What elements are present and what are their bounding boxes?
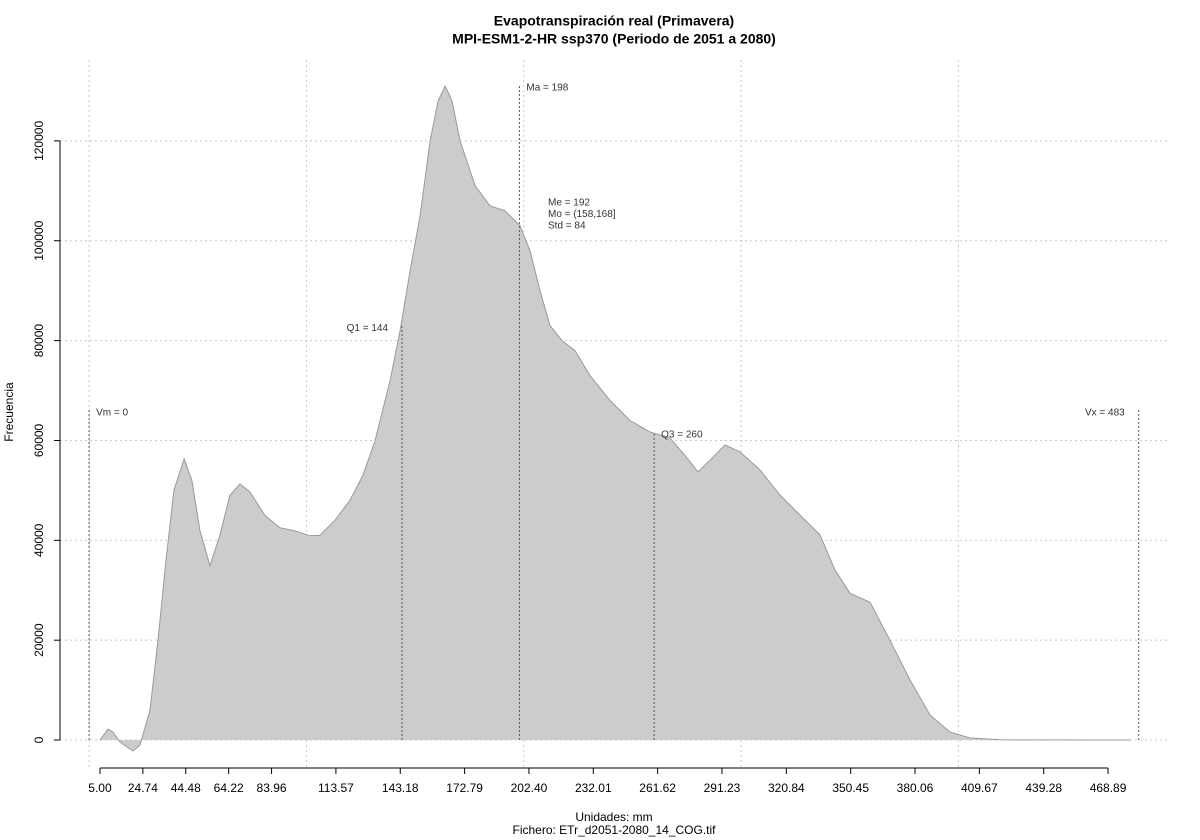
stats-label: Std = 84 xyxy=(548,221,586,232)
marker-label: Ma = 198 xyxy=(526,83,568,94)
x-tick-label: 409.67 xyxy=(961,781,998,795)
y-tick-label: 0 xyxy=(32,736,46,743)
x-tick-label: 380.06 xyxy=(897,781,934,795)
x-tick-label: 232.01 xyxy=(575,781,612,795)
marker-label: Vm = 0 xyxy=(96,408,128,419)
stats-label: Me = 192 xyxy=(548,198,590,209)
x-axis-label: Unidades: mm xyxy=(575,810,652,824)
y-tick-label: 60000 xyxy=(32,423,46,457)
y-tick-label: 100000 xyxy=(32,220,46,260)
stats-label: Mo = (158,168] xyxy=(548,209,616,220)
x-tick-label: 320.84 xyxy=(768,781,805,795)
x-tick-label: 350.45 xyxy=(832,781,869,795)
y-tick-label: 20000 xyxy=(32,623,46,657)
x-tick-label: 24.74 xyxy=(128,781,158,795)
x-tick-label: 113.57 xyxy=(318,781,354,795)
y-axis-label: Frecuencia xyxy=(2,382,16,442)
marker-label: Q1 = 144 xyxy=(347,323,389,334)
x-tick-label: 261.62 xyxy=(639,781,676,795)
density-line xyxy=(99,84,1131,752)
x-tick-label: 83.96 xyxy=(257,781,287,795)
x-tick-label: 291.23 xyxy=(704,781,741,795)
chart-title: Evapotranspiración real (Primavera) xyxy=(494,13,734,29)
x-tick-label: 5.00 xyxy=(88,781,112,795)
x-tick-label: 202.40 xyxy=(511,781,548,795)
x-tick-label: 468.89 xyxy=(1090,781,1127,795)
x-tick-label: 64.22 xyxy=(214,781,244,795)
caption: Fichero: ETr_d2051-2080_14_COG.tif xyxy=(513,823,717,837)
marker-label: Vx = 483 xyxy=(1085,408,1125,419)
y-tick-label: 80000 xyxy=(32,324,46,358)
chart-subtitle: MPI-ESM1-2-HR ssp370 (Periodo de 2051 a … xyxy=(452,31,776,47)
marker-label: Q3 = 260 xyxy=(661,430,703,441)
x-tick-label: 143.18 xyxy=(382,781,419,795)
y-tick-label: 40000 xyxy=(32,523,46,557)
x-tick-label: 44.48 xyxy=(171,781,201,795)
y-tick-label: 120000 xyxy=(32,121,46,161)
density-area xyxy=(99,86,1131,751)
x-tick-label: 439.28 xyxy=(1025,781,1062,795)
x-tick-label: 172.79 xyxy=(446,781,483,795)
